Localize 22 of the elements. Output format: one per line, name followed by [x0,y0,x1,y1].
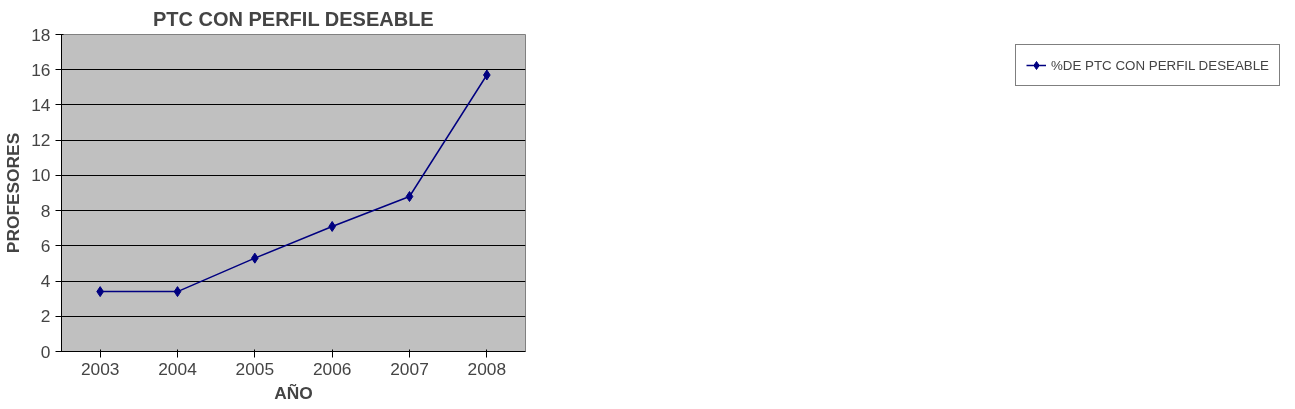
y-tick-label: 12 [31,130,51,151]
y-tick-label: 0 [40,341,51,362]
point [173,286,182,298]
y-tick-label: 10 [31,165,51,186]
legend-label: %DE PTC CON PERFIL DESEABLE [1051,57,1269,73]
y-tick-label: 18 [31,24,51,45]
x-tick-label: 2008 [467,358,507,379]
point [405,191,414,203]
x-tick-label: 2007 [390,358,429,379]
y-axis-title: PROFESORES [3,132,24,254]
x-tick-label: 2003 [80,358,120,379]
x-tick-label: 2006 [312,358,352,379]
y-tick-label: 6 [40,235,51,256]
y-tick-label: 14 [31,94,51,115]
y-tick-label: 16 [31,59,51,80]
x-axis-title: AÑO [274,382,313,403]
y-tick-label: 2 [40,306,51,327]
x-tick-label: 2004 [158,358,198,379]
y-tick-label: 8 [40,200,51,221]
x-tick-label: 2005 [235,358,275,379]
y-tick-label: 4 [40,271,51,292]
chart-title: PTC CON PERFIL DESEABLE [152,7,434,30]
